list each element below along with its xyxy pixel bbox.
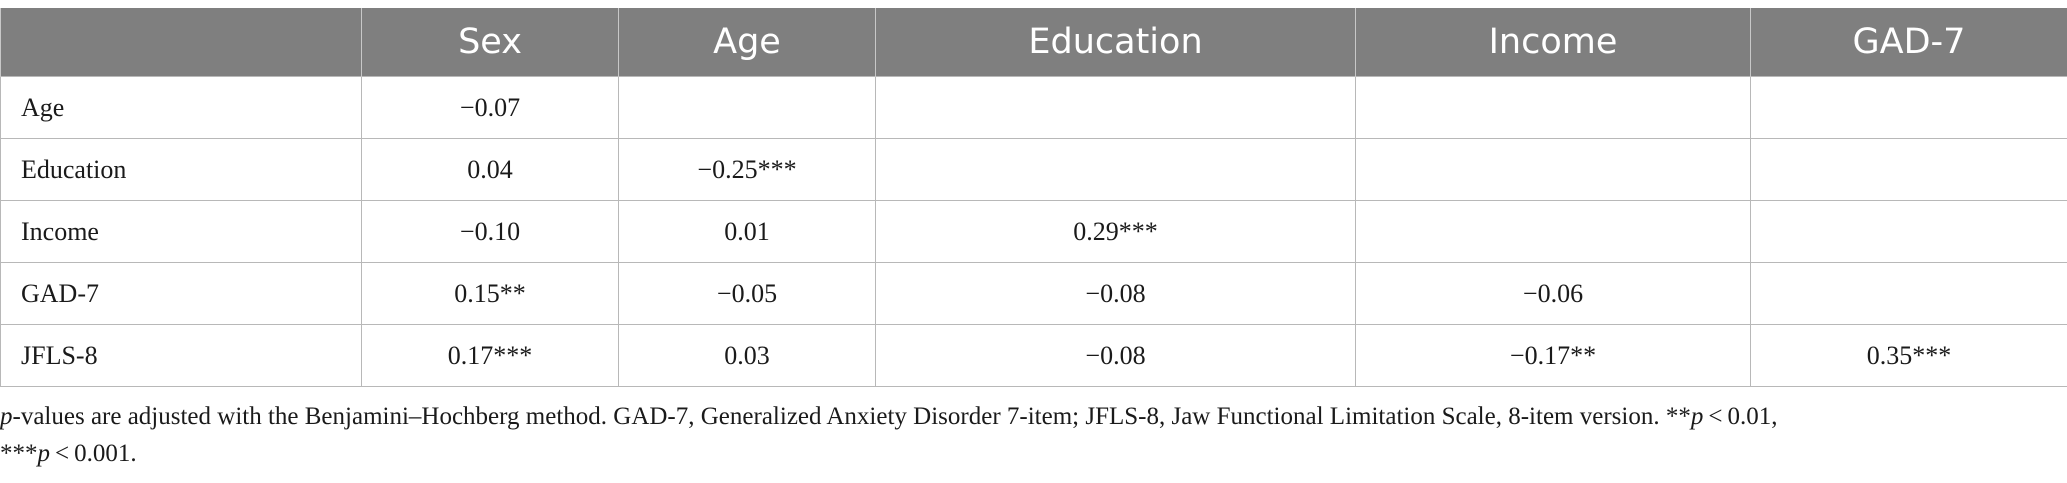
header-cell-gad7: GAD-7 <box>1750 8 2067 77</box>
table-cell <box>1750 200 2067 263</box>
footnote-p-italic: p <box>37 440 51 467</box>
table-header-row: Sex Age Education Income GAD-7 <box>0 8 2067 77</box>
footnote-p-italic: p <box>1690 403 1704 430</box>
table-cell <box>875 76 1356 139</box>
table-cell: −0.06 <box>1355 262 1751 325</box>
table-cell: 0.35*** <box>1750 324 2067 387</box>
footnote-threshold: < 0.001. <box>50 440 137 467</box>
row-label: GAD-7 <box>0 262 362 325</box>
footnote-threshold: < 0.01, <box>1703 403 1778 430</box>
correlation-table-container: Sex Age Education Income GAD-7 Age −0.07… <box>0 8 2067 387</box>
table-row: Age −0.07 <box>0 76 2067 139</box>
table-cell: −0.25*** <box>618 138 876 201</box>
table-cell <box>875 138 1356 201</box>
table-cell <box>618 76 876 139</box>
header-cell-age: Age <box>618 8 876 77</box>
table-row: GAD-7 0.15** −0.05 −0.08 −0.06 <box>0 262 2067 325</box>
table-cell: 0.03 <box>618 324 876 387</box>
header-cell-sex: Sex <box>361 8 619 77</box>
row-label: Education <box>0 138 362 201</box>
footnote-p-italic: p <box>0 403 13 430</box>
table-cell: 0.15** <box>361 262 619 325</box>
table-cell: 0.01 <box>618 200 876 263</box>
header-cell-blank <box>0 8 362 77</box>
table-cell <box>1355 76 1751 139</box>
table-cell: −0.08 <box>875 262 1356 325</box>
table-cell <box>1750 262 2067 325</box>
table-cell: 0.17*** <box>361 324 619 387</box>
table-cell: −0.08 <box>875 324 1356 387</box>
table-cell: −0.05 <box>618 262 876 325</box>
table-cell: −0.10 <box>361 200 619 263</box>
table-cell: 0.04 <box>361 138 619 201</box>
table-footnote: p-values are adjusted with the Benjamini… <box>0 398 2000 472</box>
table-cell: 0.29*** <box>875 200 1356 263</box>
table-cell <box>1750 76 2067 139</box>
header-cell-education: Education <box>875 8 1356 77</box>
table-cell <box>1355 200 1751 263</box>
row-label: Age <box>0 76 362 139</box>
table-cell <box>1355 138 1751 201</box>
header-cell-income: Income <box>1355 8 1751 77</box>
footnote-text: -values are adjusted with the Benjamini–… <box>12 403 1691 430</box>
table-row: Income −0.10 0.01 0.29*** <box>0 200 2067 263</box>
table-cell: −0.17** <box>1355 324 1751 387</box>
table-row: JFLS-8 0.17*** 0.03 −0.08 −0.17** 0.35**… <box>0 324 2067 387</box>
correlation-table: Sex Age Education Income GAD-7 Age −0.07… <box>0 8 2067 387</box>
table-cell <box>1750 138 2067 201</box>
row-label: Income <box>0 200 362 263</box>
row-label: JFLS-8 <box>0 324 362 387</box>
footnote-stars: *** <box>0 440 38 467</box>
table-cell: −0.07 <box>361 76 619 139</box>
table-row: Education 0.04 −0.25*** <box>0 138 2067 201</box>
